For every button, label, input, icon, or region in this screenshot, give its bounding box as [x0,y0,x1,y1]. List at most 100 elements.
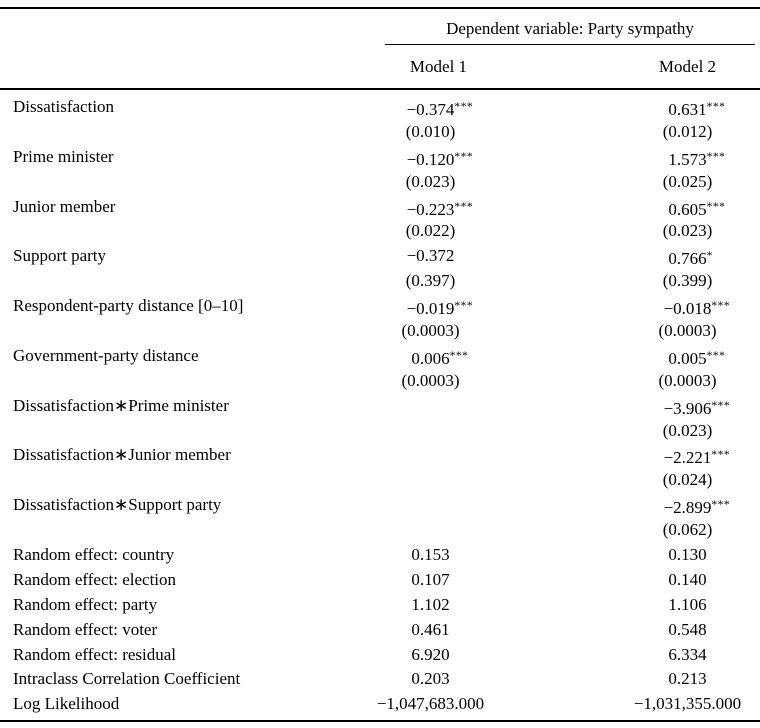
model2-value: 0.005*** [668,348,726,368]
model2-std-error: (0.025) [662,171,713,191]
row-label: Random effect: residual [13,644,177,664]
row-label [0,419,362,444]
row-label [0,120,362,145]
table-row: (0.397) (0.399) [0,269,760,294]
table-row: Dissatisfaction∗Support party −2.899*** [0,493,760,518]
row-label: Prime minister [13,146,114,166]
table-row: (0.062) [0,518,760,543]
model2-std-error: (0.399) [662,271,713,291]
row-label: Random effect: voter [13,619,158,639]
row-label: Dissatisfaction∗Junior member [13,445,231,465]
row-label [0,219,362,244]
model2-value: 0.605*** [668,199,726,219]
row-label: Random effect: country [13,545,175,565]
model1-std-error [362,419,499,444]
top-rule [0,7,760,9]
model1-value [362,394,499,422]
model1-value: −0.120*** [406,149,474,169]
table-row: Support party −0.372 0.766* [0,244,760,269]
model1-std-error: (0.397) [405,271,456,291]
model1-value: 0.153 [411,545,450,565]
column-header-model-1: Model 1 [409,56,468,76]
table-row: Random effect: country 0.153 0.130 [0,543,760,568]
row-label: Random effect: election [13,569,177,589]
column-header-model-2: Model 2 [658,56,717,76]
model2-value: 0.213 [668,669,707,689]
model1-value: −0.223*** [406,199,474,219]
table-row: Intraclass Correlation Coefficient 0.203… [0,667,760,692]
row-label: Dissatisfaction∗Prime minister [13,395,229,415]
model1-std-error: (0.0003) [401,321,460,341]
model2-value: 1.106 [668,594,707,614]
table-row: (0.022) (0.023) [0,219,760,244]
model2-value: 0.548 [668,619,707,639]
row-label [0,468,362,493]
model1-value: −0.374*** [406,100,474,119]
table-body: Dissatisfaction −0.374*** 0.631*** (0.01… [0,90,760,717]
row-label: Dissatisfaction∗Support party [13,495,222,515]
model1-std-error: (0.0003) [401,370,460,390]
row-label: Government-party distance [13,345,199,365]
table-row: Dissatisfaction∗Junior member −2.221*** [0,443,760,468]
model1-value: 0.203 [411,669,450,689]
model2-value: −3.906*** [663,398,731,418]
table-row: (0.023) [0,419,760,444]
table-row: Junior member −0.223*** 0.605*** [0,195,760,220]
table-row: Random effect: residual 6.920 6.334 [0,643,760,668]
table-row: (0.0003) (0.0003) [0,369,760,394]
dependent-variable-spanner: Dependent variable: Party sympathy [446,19,694,38]
row-label [0,369,362,394]
spanner-cell: Dependent variable: Party sympathy [362,9,755,45]
table-row: Prime minister −0.120*** 1.573*** [0,145,760,170]
column-header-row: Model 1 Model 2 [0,45,760,90]
model1-value: 0.107 [411,569,450,589]
row-label [0,518,362,543]
model1-value: −1,047,683.000 [376,694,485,714]
row-label: Junior member [13,196,116,216]
model2-value: 6.334 [668,644,707,664]
model1-value: −0.372 [406,246,455,266]
model2-std-error: (0.023) [662,420,713,440]
table-row: Random effect: party 1.102 1.106 [0,593,760,618]
model1-std-error [362,518,499,543]
model1-value: 0.006*** [411,348,469,368]
model2-value: 0.631*** [668,100,726,119]
table-row: (0.023) (0.025) [0,170,760,195]
model2-std-error: (0.012) [662,121,713,141]
table-row: Dissatisfaction −0.374*** 0.631*** [0,95,760,120]
model2-value: −0.018*** [663,299,731,319]
row-label [0,319,362,344]
model1-std-error [362,468,499,493]
row-label: Respondent-party distance [0–10] [13,296,244,316]
table-row: Dissatisfaction∗Prime minister −3.906*** [0,394,760,419]
model1-std-error: (0.022) [405,221,456,241]
table-row: (0.0003) (0.0003) [0,319,760,344]
model1-value [362,443,499,471]
model2-value: 0.766* [668,249,713,269]
row-label [0,269,362,294]
model2-std-error: (0.023) [662,221,713,241]
model1-value: 0.461 [411,619,450,639]
row-label: Support party [13,246,107,266]
row-label: Random effect: party [13,594,158,614]
table-spanner-row: Dependent variable: Party sympathy [0,9,760,45]
row-label: Log Likelihood [13,694,120,714]
table-row: Respondent-party distance [0–10] −0.019*… [0,294,760,319]
bottom-rule [0,720,760,723]
model2-std-error: (0.0003) [658,321,717,341]
model1-value: −0.019*** [406,299,474,319]
model1-value: 6.920 [411,644,450,664]
model2-value: 1.573*** [668,149,726,169]
model2-std-error: (0.062) [662,520,713,540]
model2-value: 0.140 [668,569,707,589]
table-row: Government-party distance 0.006*** 0.005… [0,344,760,369]
row-label: Dissatisfaction [13,97,115,116]
model1-value [362,493,499,521]
model1-std-error: (0.023) [405,171,456,191]
model2-value: 0.130 [668,545,707,565]
row-label [0,170,362,195]
table-row: Random effect: voter 0.461 0.548 [0,618,760,643]
model2-value: −2.221*** [663,448,731,468]
model1-value: 1.102 [411,594,450,614]
